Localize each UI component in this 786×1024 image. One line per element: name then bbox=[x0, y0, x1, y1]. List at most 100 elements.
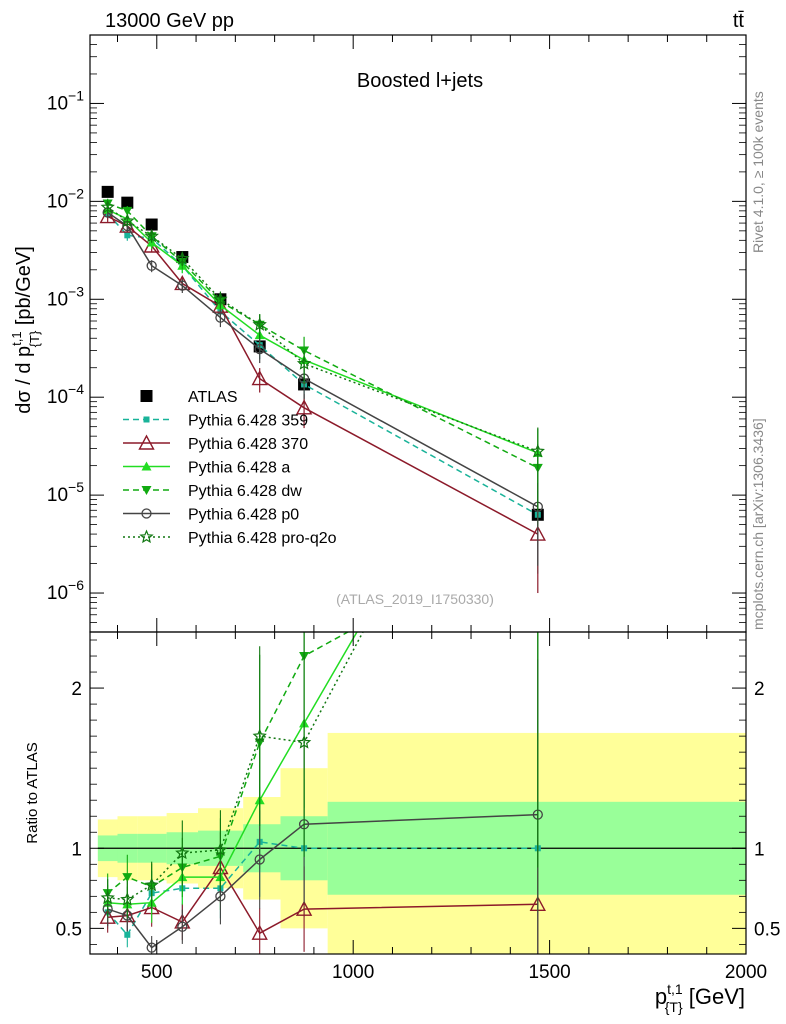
series-line bbox=[107, 213, 539, 516]
ratio-series-layer bbox=[99, 298, 546, 954]
ratio-y-axis-label: Ratio to ATLAS bbox=[24, 742, 41, 843]
legend-label: Pythia 6.428 dw bbox=[188, 483, 302, 500]
ratio-axes: 0.5 0.5 1 1 2 2 500 1000 1500 2000 bbox=[56, 632, 780, 983]
ratio-point bbox=[122, 873, 133, 883]
x-tick-label: 1500 bbox=[528, 962, 570, 983]
ratio-point bbox=[213, 842, 228, 856]
legend-entry: Pythia 6.428 p0 bbox=[123, 507, 299, 524]
data-point bbox=[252, 317, 267, 331]
ratio-point bbox=[175, 845, 190, 860]
y-tick-label: 10−1 bbox=[47, 87, 84, 114]
data-point bbox=[100, 199, 115, 214]
ratio-y-tick-label-right: 0.5 bbox=[754, 919, 780, 940]
ratio-point bbox=[295, 900, 313, 916]
legend-label: Pythia 6.428 359 bbox=[188, 413, 308, 430]
data-point bbox=[177, 280, 188, 291]
data-point bbox=[251, 370, 268, 386]
legend-label: Pythia 6.428 pro-q2o bbox=[188, 530, 337, 547]
ratio-line bbox=[107, 813, 538, 949]
ratio-point bbox=[100, 890, 115, 905]
series-line bbox=[107, 206, 539, 453]
x-tick-label: 500 bbox=[141, 962, 173, 983]
legend-label: Pythia 6.428 p0 bbox=[188, 507, 299, 524]
x-axis-label: pt,1 {T} [GeV] bbox=[655, 981, 745, 1015]
ratio-point bbox=[215, 891, 226, 902]
x-tick-label: 2000 bbox=[725, 962, 767, 983]
data-point bbox=[101, 185, 114, 198]
y-tick-label: 10−2 bbox=[47, 185, 84, 212]
mcplots-source-label: mcplots.cern.ch [arXiv:1306.3436] bbox=[750, 418, 766, 630]
header-process-label: tt̄ bbox=[733, 10, 745, 32]
data-point bbox=[213, 291, 228, 306]
ratio-y-tick-label: 1 bbox=[71, 839, 82, 860]
ratio-point bbox=[144, 877, 159, 892]
series-line bbox=[107, 211, 539, 508]
legend-marker bbox=[141, 508, 152, 519]
y-tick-label: 10−5 bbox=[47, 479, 84, 506]
main-y-axis: 10−6 10−5 10−4 10−3 10−2 10−1 bbox=[47, 34, 747, 633]
ratio-point bbox=[254, 854, 265, 865]
main-series-layer bbox=[99, 185, 546, 594]
legend-label: ATLAS bbox=[188, 389, 238, 406]
y-tick-label: 10−3 bbox=[47, 283, 84, 310]
data-point bbox=[296, 356, 312, 370]
ratio-point bbox=[120, 891, 135, 906]
data-point bbox=[121, 196, 134, 209]
ratio-series-pythia-6-428-pro-q2o bbox=[100, 298, 543, 919]
analysis-watermark: (ATLAS_2019_I1750330) bbox=[336, 591, 494, 607]
y-tick-label: 10−4 bbox=[47, 381, 84, 408]
ratio-y-tick-label: 0.5 bbox=[56, 919, 82, 940]
series-pythia-6-428-p0 bbox=[102, 207, 543, 566]
legend-entry: Pythia 6.428 370 bbox=[123, 434, 308, 453]
y-tick-label: 10−6 bbox=[47, 577, 84, 604]
ratio-point bbox=[124, 931, 131, 938]
ratio-y-tick-label: 2 bbox=[71, 679, 82, 700]
header-energy-label: 13000 GeV pp bbox=[105, 10, 234, 32]
ratio-point bbox=[177, 921, 188, 932]
legend-label: Pythia 6.428 a bbox=[188, 460, 290, 477]
series-line bbox=[107, 209, 539, 454]
ratio-point bbox=[533, 315, 543, 324]
ratio-y-tick-label-right: 2 bbox=[754, 679, 765, 700]
legend-entry: Pythia 6.428 359 bbox=[123, 413, 308, 430]
series-atlas bbox=[101, 185, 544, 521]
ratio-plot-frame bbox=[89, 631, 747, 955]
data-point bbox=[122, 206, 133, 216]
series-line bbox=[107, 202, 539, 469]
ratio-line bbox=[107, 632, 358, 906]
legend-entry: Pythia 6.428 dw bbox=[123, 483, 302, 500]
legend-marker bbox=[140, 390, 153, 402]
ratio-y-tick-label-right: 1 bbox=[754, 839, 765, 860]
legend-marker bbox=[143, 416, 150, 423]
series-pythia-6-428-359 bbox=[104, 208, 541, 574]
ratio-uncertainty-bands bbox=[97, 732, 746, 954]
data-point bbox=[530, 443, 545, 458]
series-pythia-6-428-dw bbox=[102, 198, 543, 527]
data-point bbox=[124, 232, 131, 239]
ratio-point bbox=[251, 924, 268, 940]
ratio-line bbox=[107, 841, 538, 937]
main-y-axis-label: dσ / d pt,1 {T} [pb/GeV] bbox=[9, 246, 42, 414]
ratio-point bbox=[252, 728, 267, 743]
legend-entry: Pythia 6.428 a bbox=[123, 460, 290, 477]
data-point bbox=[175, 251, 190, 265]
legend-marker bbox=[141, 461, 152, 471]
data-point bbox=[120, 213, 135, 228]
legend-marker bbox=[141, 486, 152, 495]
ratio-point bbox=[296, 734, 312, 749]
rivet-version-label: Rivet 4.1.0, ≥ 100k events bbox=[750, 91, 766, 253]
ratio-line bbox=[107, 632, 364, 901]
data-point bbox=[145, 218, 158, 231]
legend-entry: ATLAS bbox=[140, 389, 238, 406]
legend: ATLAS Pythia 6.428 359 Pythia 6.428 370 Pyt… bbox=[123, 389, 337, 547]
data-point bbox=[295, 399, 313, 415]
series-line bbox=[107, 215, 539, 535]
ratio-point bbox=[532, 298, 543, 309]
data-point bbox=[146, 260, 157, 271]
legend-marker bbox=[139, 529, 154, 544]
ratio-point bbox=[146, 942, 157, 953]
x-tick-label: 1000 bbox=[332, 962, 374, 983]
main-chart-title: Boosted l+jets bbox=[357, 70, 483, 92]
data-point bbox=[254, 343, 265, 355]
